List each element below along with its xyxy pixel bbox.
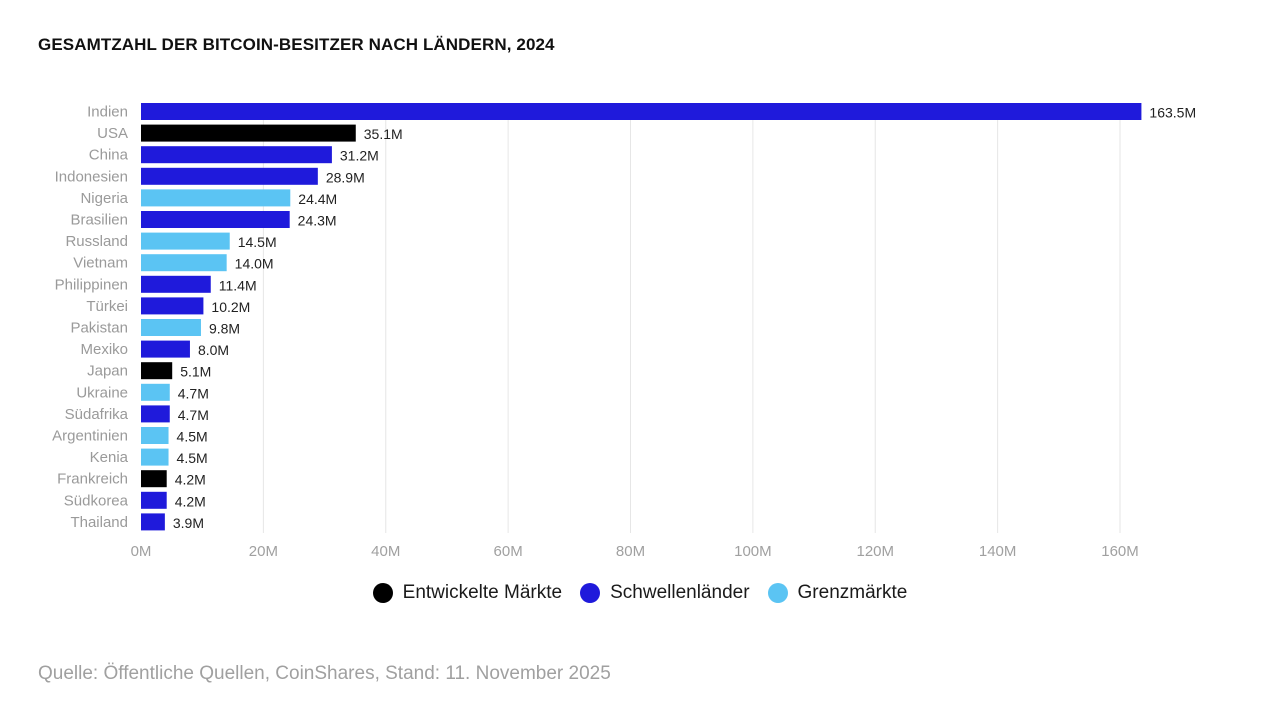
category-label: Indien: [87, 104, 128, 121]
category-label: China: [89, 147, 129, 164]
value-label: 4.5M: [177, 429, 208, 445]
bar: [141, 297, 204, 315]
bar: [141, 103, 1142, 120]
category-label: Vietnam: [73, 255, 128, 272]
legend-item-frontier: Grenzmärkte: [767, 582, 908, 604]
category-label: Thailand: [70, 514, 128, 531]
value-label: 35.1M: [364, 126, 403, 142]
value-label: 4.7M: [178, 407, 209, 423]
value-label: 10.2M: [211, 299, 250, 315]
x-tick-label: 140M: [979, 543, 1017, 560]
value-label: 4.5M: [177, 450, 208, 466]
legend-dot-emerging: [580, 583, 601, 603]
legend-dot-frontier: [767, 583, 788, 603]
x-tick-label: 160M: [1101, 543, 1139, 560]
value-label: 28.9M: [326, 169, 365, 185]
category-label: Brasilien: [70, 212, 128, 229]
category-label: Philippinen: [55, 276, 128, 293]
bar: [141, 470, 167, 488]
value-label: 163.5M: [1149, 105, 1196, 121]
legend-item-emerging: Schwellenländer: [580, 582, 750, 604]
value-label: 11.4M: [219, 277, 257, 293]
value-label: 14.5M: [238, 234, 277, 250]
value-label: 8.0M: [198, 342, 229, 358]
value-label: 14.0M: [235, 256, 274, 272]
x-tick-label: 100M: [734, 543, 772, 560]
category-label: Türkei: [86, 298, 128, 315]
source-note: Quelle: Öffentliche Quellen, CoinShares,…: [38, 663, 611, 684]
value-label: 4.7M: [178, 385, 209, 401]
bar: [141, 232, 230, 250]
value-label: 24.3M: [298, 213, 337, 229]
chart-title: GESAMTZAHL DER BITCOIN-BESITZER NACH LÄN…: [38, 35, 555, 54]
value-label: 4.2M: [175, 472, 206, 488]
bar: [141, 319, 201, 336]
x-tick-label: 120M: [856, 543, 894, 560]
bar: [141, 254, 227, 272]
bar: [141, 405, 170, 423]
bar: [141, 146, 332, 164]
category-label: Russland: [65, 233, 128, 250]
category-label: Südafrika: [65, 406, 129, 423]
legend-label-frontier: Grenzmärkte: [797, 582, 908, 603]
category-label: Ukraine: [76, 384, 128, 401]
bar: [141, 211, 290, 228]
x-tick-label: 20M: [249, 543, 278, 560]
category-label: Mexiko: [80, 341, 128, 358]
bar: [141, 189, 291, 207]
category-label: Südkorea: [64, 492, 129, 509]
value-label: 24.4M: [298, 191, 337, 207]
chart-legend: Entwickelte Märkte Schwellenländer Grenz…: [0, 582, 1280, 604]
category-label: Japan: [87, 363, 128, 380]
x-tick-label: 40M: [371, 543, 400, 560]
category-label: Indonesien: [55, 168, 128, 185]
category-label: Kenia: [90, 449, 129, 466]
legend-dot-developed: [372, 583, 393, 603]
bar-chart: 0M 20M 40M 60M 80M 100M 120M 140M 160M Indien USA…: [52, 103, 1196, 560]
value-label: 4.2M: [175, 493, 206, 509]
legend-label-emerging: Schwellenländer: [610, 582, 750, 603]
category-label: USA: [97, 125, 128, 142]
value-label: 9.8M: [209, 321, 240, 337]
category-label: Frankreich: [57, 471, 128, 488]
bar: [141, 491, 167, 509]
bar: [141, 427, 169, 444]
bar: [141, 275, 211, 293]
bar: [141, 513, 165, 531]
category-label: Nigeria: [80, 190, 128, 207]
x-tick-label: 80M: [616, 543, 645, 560]
legend-item-developed: Entwickelte Märkte: [372, 582, 563, 604]
bar: [141, 383, 170, 401]
value-label: 5.1M: [180, 364, 211, 380]
category-label: Argentinien: [52, 428, 128, 445]
x-tick-label: 60M: [494, 543, 523, 560]
value-label: 3.9M: [173, 515, 204, 531]
value-label: 31.2M: [340, 148, 379, 164]
bar: [141, 167, 318, 185]
legend-label-developed: Entwickelte Märkte: [402, 582, 563, 603]
bar: [141, 362, 173, 380]
bar: [141, 340, 190, 358]
x-tick-label: 0M: [131, 543, 152, 560]
bar: [141, 448, 169, 466]
category-label: Pakistan: [70, 320, 128, 337]
bar: [141, 124, 356, 142]
